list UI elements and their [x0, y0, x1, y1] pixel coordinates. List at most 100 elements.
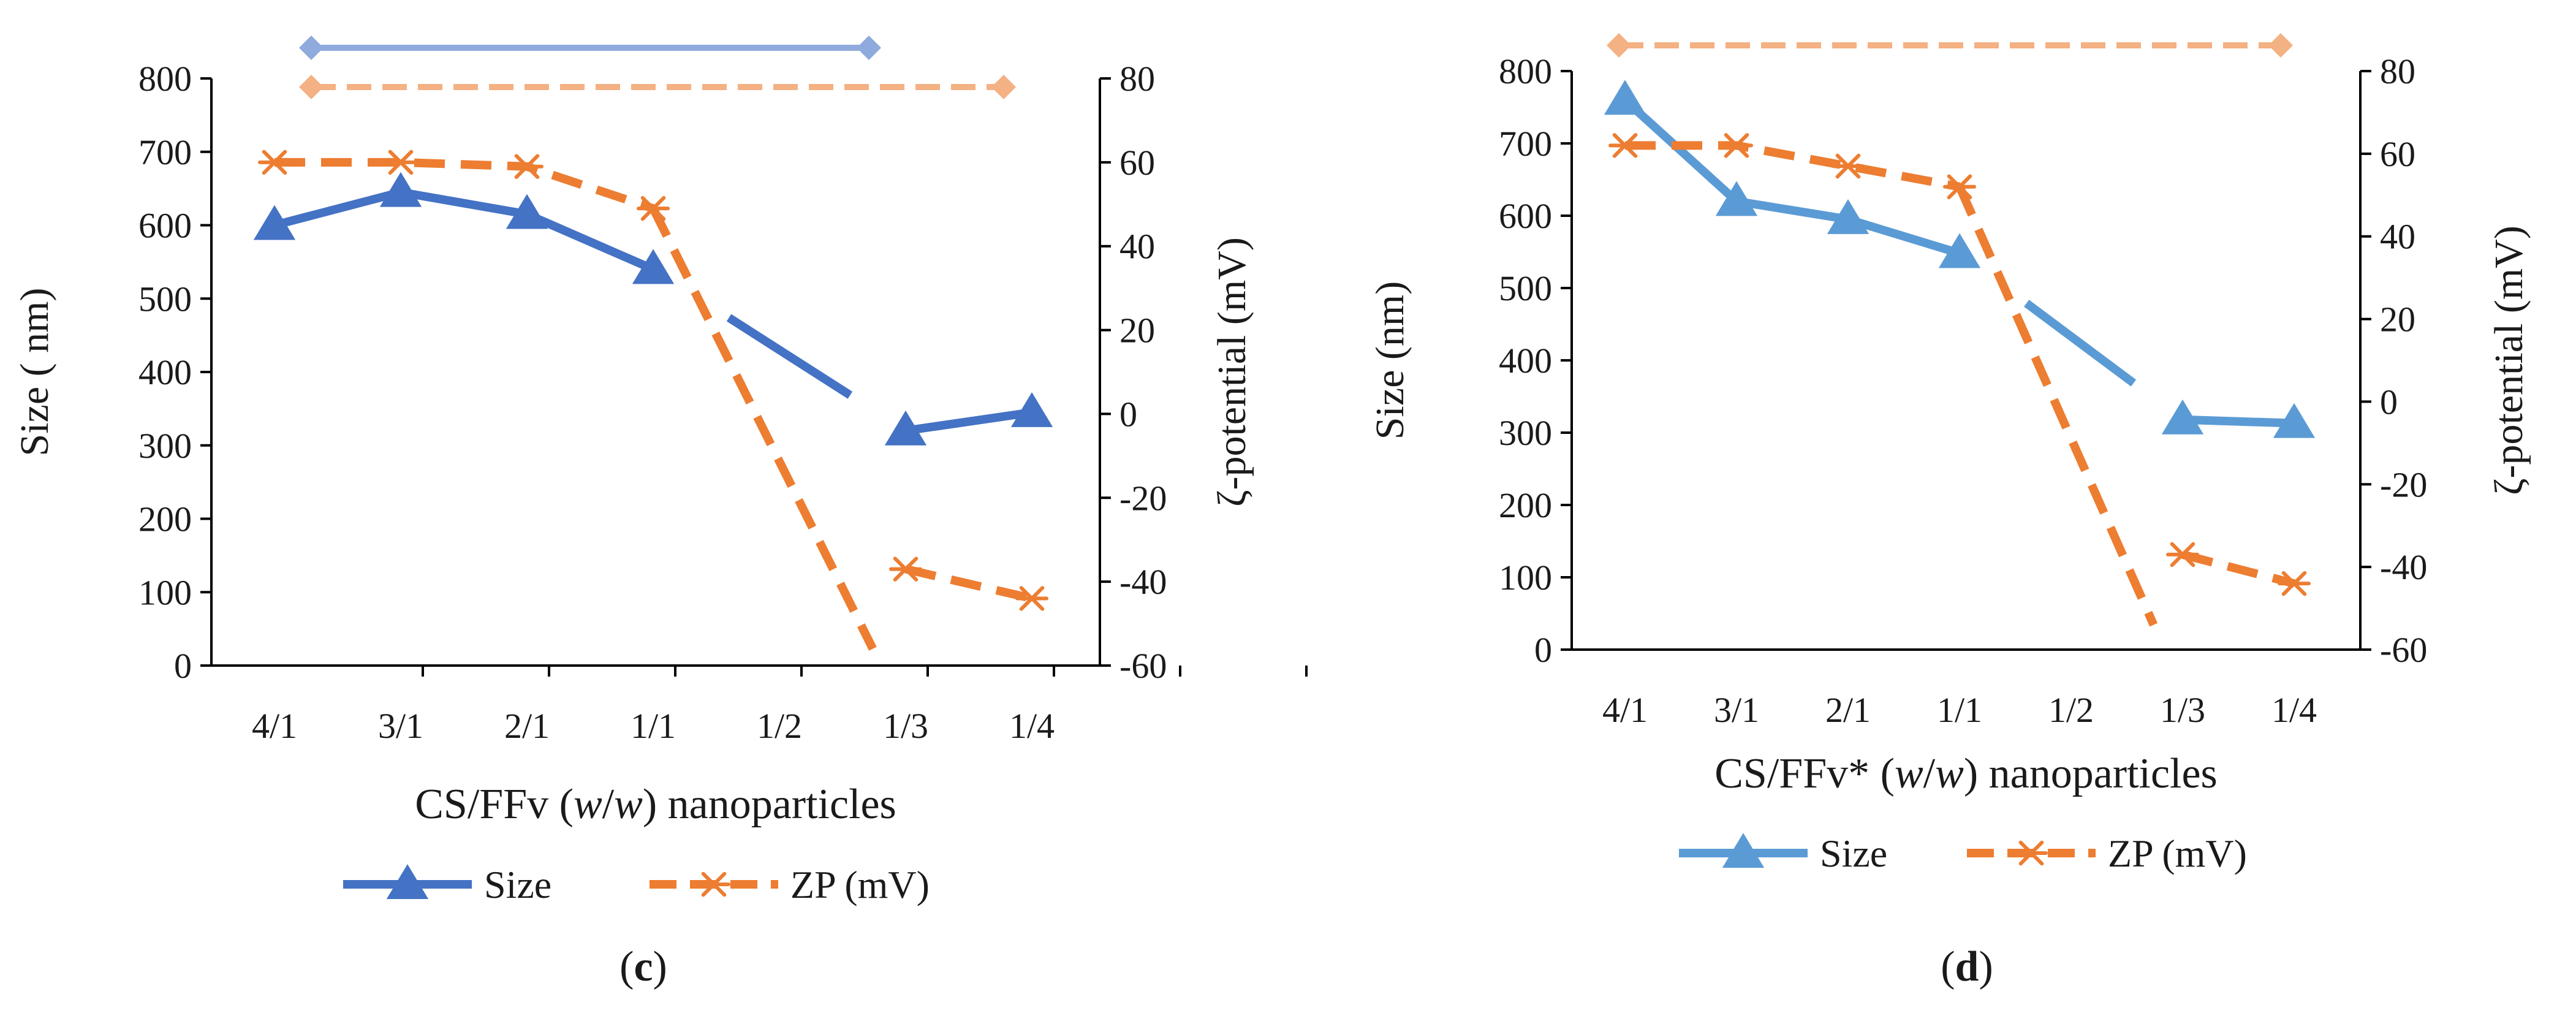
- legend-label: ZP (mV): [2108, 832, 2247, 875]
- overlay-marker: [2268, 33, 2293, 58]
- data-point: [1832, 153, 1865, 179]
- y-tick-label: 0: [174, 646, 192, 686]
- x-axis-title-part: /: [1923, 750, 1936, 797]
- series-gap-line: [2024, 300, 2137, 387]
- legend-label: Size: [484, 863, 551, 906]
- series-gap-line: [726, 314, 853, 399]
- y2-tick-label: -60: [2380, 630, 2427, 670]
- data-point: [258, 150, 291, 175]
- panel-label-paren: (: [1941, 943, 1955, 990]
- x-tick-label: 2/1: [1825, 690, 1871, 730]
- x-axis-title: CS/FFv (w/w) nanoparticles: [415, 781, 896, 828]
- x-tick-label: 1/4: [2271, 690, 2317, 730]
- overlay-marker: [299, 75, 324, 99]
- data-point: [1715, 181, 1758, 216]
- y-axis-title: Size ( nm): [12, 288, 57, 457]
- data-point: [253, 205, 296, 240]
- legend-marker: [697, 871, 730, 897]
- data-point: [2161, 399, 2204, 435]
- x-axis-title-part: w: [614, 781, 643, 828]
- series-zp: [1608, 133, 2311, 627]
- legend: Size ZP (mV): [1679, 832, 2247, 875]
- chart-panel-c: 0 100 200 300 400 500 600 700 800 -60 -40 -20 0 20 40 6…: [12, 36, 1308, 990]
- x-axis-title-part: /: [602, 781, 615, 828]
- y-tick-label: 800: [138, 59, 192, 99]
- y2-tick-label: 0: [1119, 394, 1137, 434]
- data-point: [379, 172, 422, 207]
- overlay-marker: [299, 36, 324, 60]
- y2-tick-label: -20: [1119, 478, 1167, 518]
- y-tick-label: 400: [1499, 341, 1552, 381]
- data-point: [889, 556, 922, 582]
- y-tick-label: 600: [1499, 196, 1552, 236]
- y2-axis-title: ζ-potential (mV): [1210, 237, 1254, 507]
- x-tick-label: 1/2: [2048, 690, 2094, 730]
- x-tick-label: 3/1: [1714, 690, 1759, 730]
- data-point: [637, 195, 670, 221]
- legend-marker: [1722, 833, 1765, 868]
- series-gap-line: [649, 207, 877, 651]
- series-line: [2181, 550, 2295, 588]
- y2-tick-label: -60: [1119, 646, 1167, 686]
- y2-tick-label: -40: [2380, 547, 2427, 587]
- data-point: [1608, 133, 1642, 158]
- panel-label: (d): [1941, 943, 1993, 990]
- x-axis-title-part: CS/FFv* (: [1714, 750, 1895, 797]
- legend: Size ZP (mV): [343, 863, 930, 906]
- y-tick-label: 0: [1534, 630, 1552, 670]
- y2-tick-label: 0: [2380, 382, 2398, 422]
- data-point: [632, 249, 675, 284]
- data-point: [1604, 80, 1646, 115]
- data-point: [1943, 174, 1976, 200]
- series-gap-line: [1955, 184, 2158, 627]
- data-point: [1010, 392, 1053, 427]
- series-line: [904, 408, 1033, 435]
- y2-tick-label: 20: [2380, 300, 2415, 340]
- series-line: [2182, 415, 2295, 428]
- y-axis-title: Size (nm): [1368, 281, 1412, 439]
- y2-tick-label: 60: [2380, 134, 2415, 174]
- x-axis-title-part: CS/FFv (: [415, 781, 574, 828]
- y-tick-label: 100: [138, 572, 192, 612]
- y2-tick-label: -40: [1119, 562, 1167, 602]
- x-tick-label: 3/1: [378, 706, 423, 746]
- y-tick-label: 100: [1499, 558, 1552, 598]
- y2-tick-label: 20: [1119, 311, 1155, 351]
- series-line: [904, 564, 1033, 603]
- series-size: [253, 172, 1053, 446]
- y-tick-label: 200: [1499, 485, 1552, 525]
- y2-tick-label: -20: [2380, 465, 2427, 504]
- y2-tick-label: 80: [2380, 51, 2415, 91]
- x-tick-label: 1/3: [2160, 690, 2205, 730]
- data-point: [884, 410, 927, 446]
- x-axis-title-part: w: [1935, 750, 1964, 797]
- y2-axis-title: ζ-potential (mV): [2487, 226, 2531, 495]
- x-tick-label: 4/1: [252, 706, 297, 746]
- overlay-marker: [991, 75, 1016, 99]
- y-tick-label: 700: [1499, 124, 1552, 164]
- y-tick-label: 300: [138, 426, 192, 466]
- x-axis-title-part: ) nanoparticles: [1964, 750, 2218, 797]
- y2-tick-label: 80: [1119, 59, 1155, 99]
- data-point: [1827, 199, 1869, 234]
- data-point: [1938, 233, 1981, 268]
- series-size: [1604, 80, 2316, 438]
- series-line: [275, 158, 655, 213]
- legend-label: ZP (mV): [790, 863, 930, 906]
- panel-label-paren: (: [619, 943, 634, 990]
- y-tick-label: 600: [138, 206, 192, 246]
- series-line: [273, 188, 655, 273]
- x-axis-title-part: w: [574, 781, 602, 828]
- data-point: [2278, 571, 2311, 596]
- panel-label-paren: ): [653, 943, 667, 990]
- x-tick-label: 4/1: [1602, 690, 1648, 730]
- y-tick-label: 500: [1499, 268, 1552, 308]
- y-tick-label: 200: [138, 499, 192, 539]
- overlay-marker: [857, 36, 881, 60]
- panel-label-letter: c: [634, 943, 653, 990]
- y-tick-label: 400: [138, 352, 192, 392]
- x-axis-title-part: w: [1895, 750, 1923, 797]
- data-point: [506, 194, 548, 229]
- y-tick-label: 700: [138, 132, 192, 172]
